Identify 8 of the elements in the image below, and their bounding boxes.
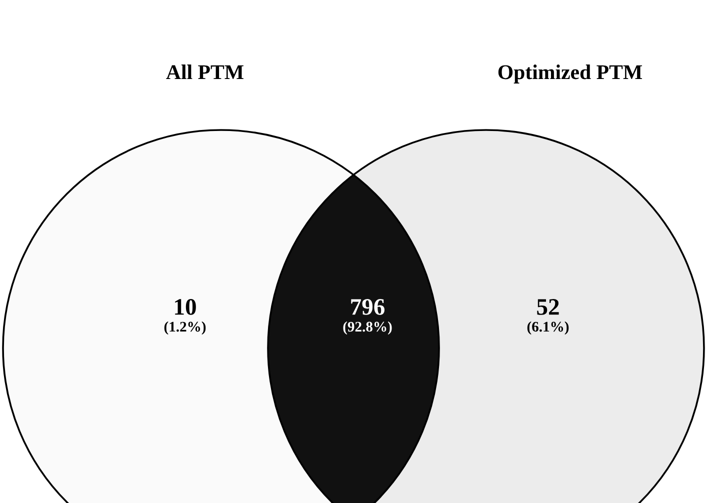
data-label: 10 [175,298,196,315]
text: Optimized PTM [498,64,642,84]
text: (92.8%) [343,321,392,335]
text: (1.2%) [164,321,206,335]
data-label: 52 [537,299,559,315]
text: (6.1%) [527,321,569,335]
data-label: 796 [351,299,385,315]
text: All PTM [166,64,244,80]
